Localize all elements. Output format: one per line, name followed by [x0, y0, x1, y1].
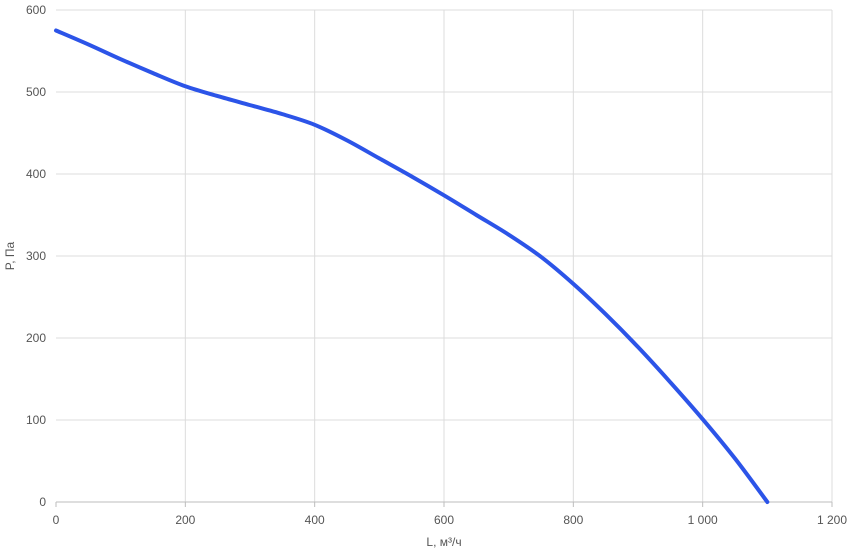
x-tick-label: 0: [53, 513, 60, 527]
y-tick-label: 600: [26, 3, 46, 17]
grid: [56, 9, 833, 502]
x-tick-label: 600: [434, 513, 454, 527]
y-tick-label: 100: [26, 413, 46, 427]
series-line: [54, 28, 770, 504]
x-tick-label: 1 200: [817, 513, 847, 527]
series-layer: [54, 28, 770, 504]
y-tick-label: 300: [26, 249, 46, 263]
x-tick-label: 800: [563, 513, 583, 527]
y-tick-label: 400: [26, 167, 46, 181]
y-tick-label: 200: [26, 331, 46, 345]
y-axis-title: P, Па: [3, 241, 17, 270]
x-tick-label: 200: [175, 513, 195, 527]
y-tick-label: 0: [39, 495, 46, 509]
y-tick-label: 500: [26, 85, 46, 99]
x-tick-label: 400: [305, 513, 325, 527]
axes: 0 200 400 600 800 1 000 1 200 0 100 200 300 400 500 6…: [26, 3, 847, 527]
x-tick-label: 1 000: [688, 513, 718, 527]
x-axis-title: L, м³/ч: [426, 535, 461, 549]
